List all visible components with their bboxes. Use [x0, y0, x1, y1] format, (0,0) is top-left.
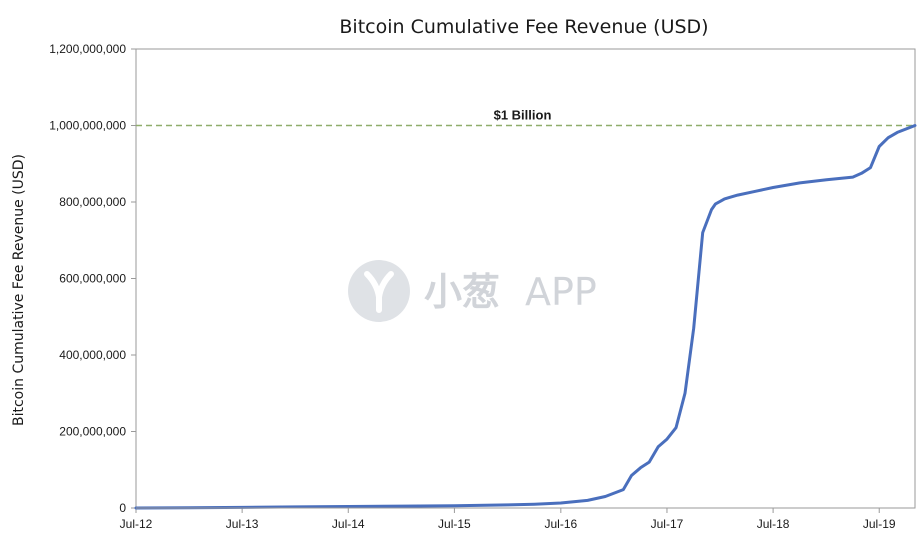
watermark-latin-text: APP: [525, 270, 597, 314]
x-tick-label: Jul-19: [863, 517, 896, 531]
y-tick-label: 200,000,000: [59, 425, 126, 439]
one-billion-annotation: $1 Billion: [494, 108, 552, 123]
watermark-chinese-text: 小葱: [424, 270, 500, 314]
x-axis-ticks: Jul-12 Jul-13 Jul-14 Jul-15 Jul-16 Jul-17 Jul-…: [120, 508, 896, 531]
y-tick-label: 800,000,000: [59, 195, 126, 209]
x-tick-label: Jul-12: [120, 517, 153, 531]
cumulative-fee-line: [134, 124, 917, 510]
watermark-logo-sprout-icon: [364, 271, 394, 313]
y-tick-label: 1,200,000,000: [49, 42, 126, 56]
y-tick-label: 0: [119, 501, 126, 515]
y-axis-ticks: 0 200,000,000 400,000,000 600,000,000 800,00…: [49, 42, 136, 515]
x-tick-label: Jul-15: [438, 517, 471, 531]
y-tick-label: 600,000,000: [59, 272, 126, 286]
chart-title: Bitcoin Cumulative Fee Revenue (USD): [339, 16, 708, 38]
x-tick-label: Jul-17: [651, 517, 684, 531]
watermark: 小葱 APP: [348, 260, 597, 322]
y-axis-label: Bitcoin Cumulative Fee Revenue (USD): [11, 154, 27, 426]
x-tick-label: Jul-14: [332, 517, 365, 531]
x-tick-label: Jul-18: [757, 517, 790, 531]
x-tick-label: Jul-13: [226, 517, 259, 531]
y-tick-label: 400,000,000: [59, 348, 126, 362]
x-tick-label: Jul-16: [544, 517, 577, 531]
y-tick-label: 1,000,000,000: [49, 119, 126, 133]
